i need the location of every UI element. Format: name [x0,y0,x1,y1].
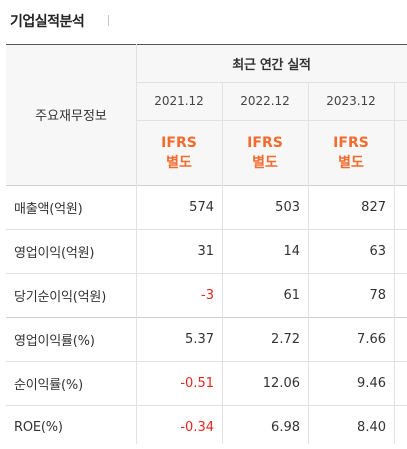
standard-type: IFRS [247,134,283,151]
accounting-standard: IFRS 별도 [308,120,394,185]
table-cell: 12.06 [262,375,300,391]
row-label: 매출액(억원) [14,201,83,217]
statement-type: 별도 [338,154,364,171]
statement-type: 별도 [166,154,192,171]
standard-type: IFRS [333,134,369,151]
table-cell: 503 [275,199,300,215]
grid-line [136,82,407,83]
row-label: ROE(%) [14,419,63,435]
row-label: 영업이익률(%) [14,333,95,349]
year-header: 2021.12 [154,94,204,108]
financial-table: 주요재무정보 최근 연간 실적 2021.12 2022.12 2023.12 … [6,44,407,444]
accounting-standard: IFRS 별도 [136,120,222,185]
accounting-standard: IFRS 별도 [222,120,308,185]
table-cell: -0.34 [180,419,214,435]
table-cell: 78 [369,287,386,303]
row-header-label: 주요재무정보 [35,109,107,124]
year-header: 2023.12 [326,94,376,108]
grid-line [6,273,407,274]
table-cell: 14 [283,243,300,259]
standard-type: IFRS [161,134,197,151]
table-cell: 7.66 [357,331,386,347]
table-cell: 5.37 [185,331,214,347]
grid-line [394,82,395,444]
table-top-border [6,44,407,45]
statement-type: 별도 [252,154,278,171]
table-cell: 2.72 [271,331,300,347]
grid-line [6,361,407,362]
group-header-label: 최근 연간 실적 [232,57,311,73]
table-cell: 9.46 [357,375,386,391]
table-cell: 31 [197,243,214,259]
table-cell: 574 [189,199,214,215]
table-cell: 6.98 [271,419,300,435]
grid-line [222,82,223,444]
table-cell: -3 [201,287,214,303]
table-cell: 63 [369,243,386,259]
row-label: 순이익률(%) [14,377,83,393]
title-divider [108,15,109,26]
table-header-bg [6,44,407,185]
table-cell: 61 [283,287,300,303]
table-cell: 827 [361,199,386,215]
section-title: 기업실적분석 [10,14,85,30]
grid-line [136,120,407,121]
grid-line [6,405,407,406]
table-cell: 8.40 [357,419,386,435]
grid-line [6,229,407,230]
grid-line [308,82,309,444]
grid-line [136,44,137,444]
row-label: 당기순이익(억원) [14,289,107,305]
year-header: 2022.12 [240,94,290,108]
grid-line [6,317,407,318]
row-label: 영업이익(억원) [14,245,95,261]
grid-line [6,185,407,186]
table-cell: -0.51 [180,375,214,391]
